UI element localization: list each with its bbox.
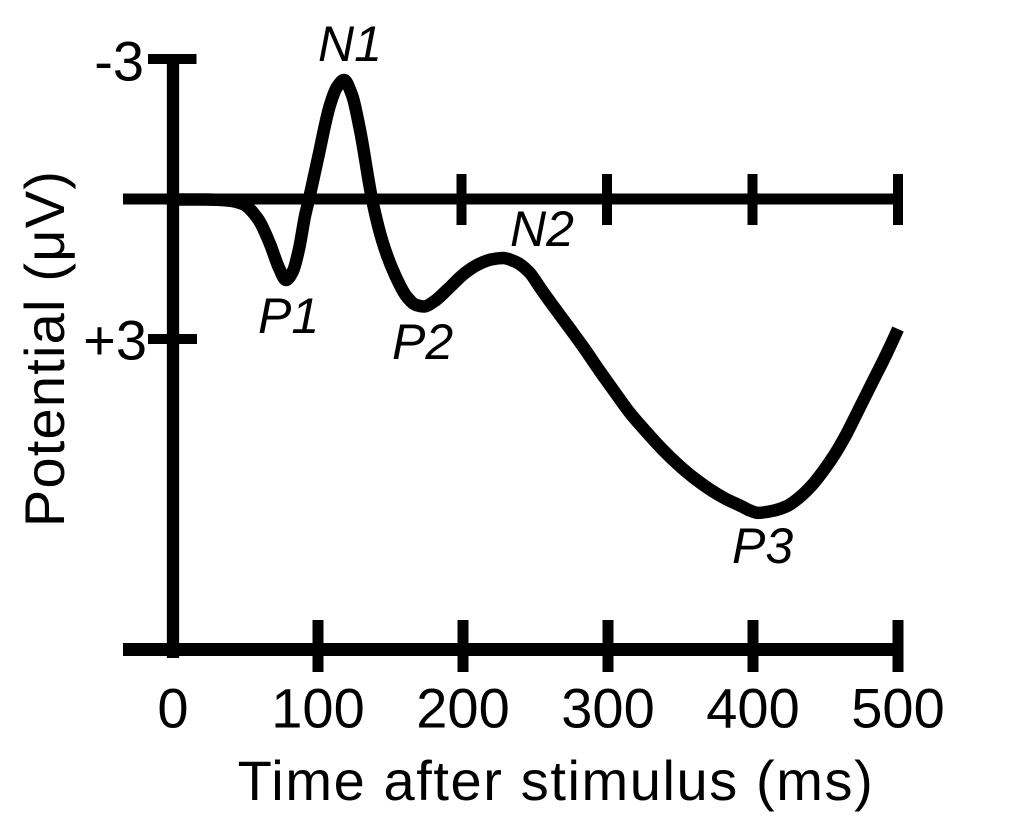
svg-text:P1: P1 <box>258 288 319 344</box>
svg-text:-3: -3 <box>94 30 144 93</box>
svg-text:500: 500 <box>851 677 944 740</box>
svg-text:0: 0 <box>157 677 188 740</box>
svg-text:Potential (μV): Potential (μV) <box>13 170 76 527</box>
svg-text:N2: N2 <box>510 201 574 257</box>
svg-text:P2: P2 <box>392 314 453 370</box>
svg-text:+3: +3 <box>83 309 147 372</box>
svg-text:Time after stimulus (ms): Time after stimulus (ms) <box>238 749 875 812</box>
svg-text:300: 300 <box>561 677 654 740</box>
svg-text:N1: N1 <box>318 16 382 72</box>
svg-text:P3: P3 <box>732 518 793 574</box>
svg-text:400: 400 <box>706 677 799 740</box>
svg-text:200: 200 <box>416 677 509 740</box>
svg-text:100: 100 <box>271 677 364 740</box>
